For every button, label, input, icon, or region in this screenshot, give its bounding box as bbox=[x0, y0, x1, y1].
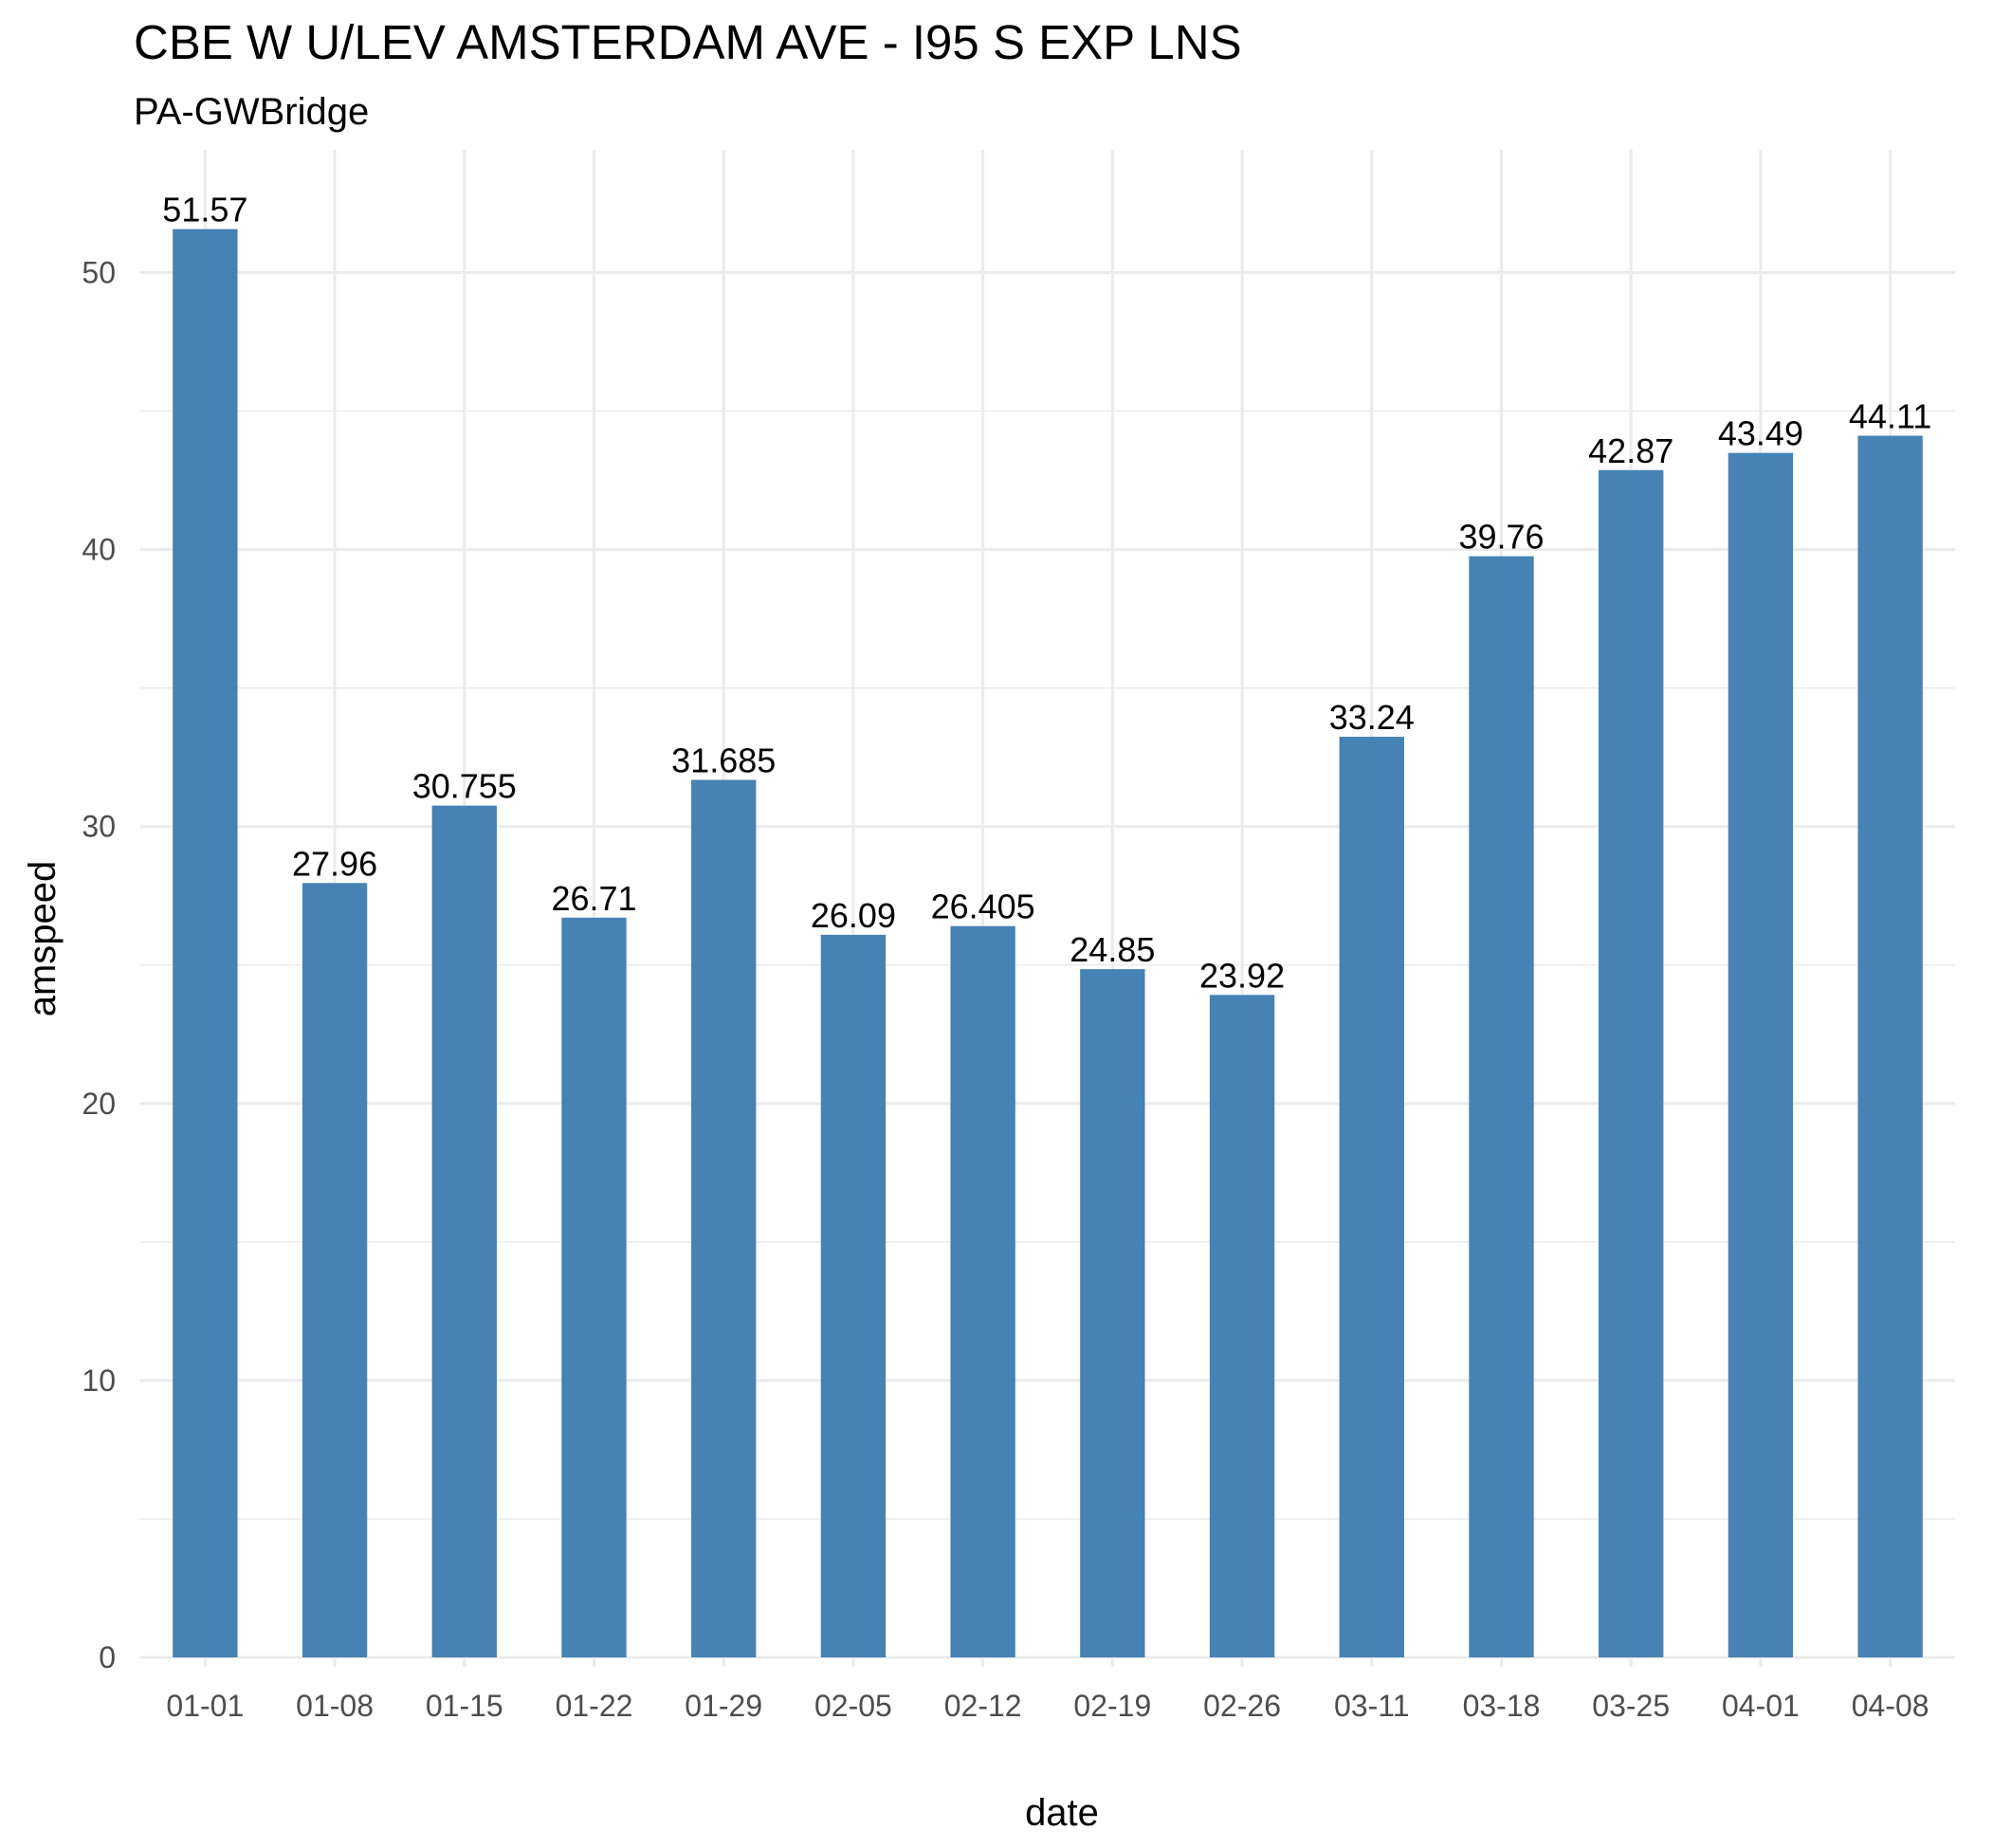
x-tick-label: 04-08 bbox=[1852, 1689, 1929, 1723]
x-tick-label: 02-26 bbox=[1203, 1689, 1281, 1723]
bar-value-label: 43.49 bbox=[1718, 414, 1803, 453]
bar-02-19 bbox=[1080, 969, 1145, 1657]
bar-value-label: 24.85 bbox=[1069, 930, 1155, 969]
bar-03-25 bbox=[1599, 469, 1664, 1657]
bar-02-26 bbox=[1209, 995, 1275, 1657]
x-tick-label: 01-29 bbox=[685, 1689, 762, 1723]
bar-value-label: 42.87 bbox=[1588, 431, 1673, 470]
x-tick-label: 02-12 bbox=[944, 1689, 1022, 1723]
x-tick-label: 02-05 bbox=[814, 1689, 892, 1723]
bar-03-11 bbox=[1339, 737, 1404, 1657]
bar-04-08 bbox=[1857, 435, 1923, 1658]
bar-value-label: 26.09 bbox=[811, 896, 896, 935]
y-tick-label: 30 bbox=[82, 810, 116, 844]
gridlines bbox=[140, 150, 1955, 1667]
chart-subtitle: PA-GWBridge bbox=[134, 91, 369, 133]
bar-03-18 bbox=[1469, 556, 1534, 1658]
bar-01-29 bbox=[691, 779, 757, 1657]
bar-value-label: 23.92 bbox=[1199, 956, 1285, 995]
y-tick-label: 10 bbox=[82, 1363, 116, 1398]
y-tick-label: 50 bbox=[82, 256, 116, 290]
bar-value-label: 27.96 bbox=[292, 844, 377, 883]
bar-value-label: 39.76 bbox=[1458, 518, 1544, 557]
bar-01-01 bbox=[173, 229, 238, 1658]
y-axis-title: amspeed bbox=[22, 861, 64, 1017]
bar-04-01 bbox=[1728, 452, 1794, 1657]
y-tick-label: 0 bbox=[99, 1640, 116, 1674]
bar-value-label: 26.71 bbox=[551, 879, 636, 918]
y-tick-label: 40 bbox=[82, 533, 116, 567]
bars bbox=[173, 229, 1923, 1658]
bar-01-08 bbox=[302, 883, 368, 1657]
bar-value-label: 44.11 bbox=[1849, 397, 1931, 436]
bar-value-label: 30.755 bbox=[412, 767, 517, 806]
x-axis-title: date bbox=[1025, 1792, 1099, 1834]
x-axis-ticks: 01-01 01-08 01-15 01-22 01-29 02-05 02-12 02-19… bbox=[166, 1689, 1929, 1723]
y-axis-ticks: 0 10 20 30 40 50 bbox=[82, 256, 116, 1675]
bar-value-label: 33.24 bbox=[1329, 698, 1415, 737]
x-tick-label: 01-15 bbox=[426, 1689, 503, 1723]
bar-01-22 bbox=[561, 917, 627, 1657]
bar-value-label: 51.57 bbox=[162, 191, 247, 229]
bar-01-15 bbox=[431, 805, 497, 1657]
bar-value-label: 26.405 bbox=[931, 887, 1035, 926]
bar-02-12 bbox=[950, 925, 1015, 1657]
x-tick-label: 03-25 bbox=[1592, 1689, 1670, 1723]
x-tick-label: 03-18 bbox=[1463, 1689, 1541, 1723]
x-tick-label: 01-22 bbox=[556, 1689, 633, 1723]
x-tick-label: 04-01 bbox=[1722, 1689, 1800, 1723]
bar-value-label: 31.685 bbox=[671, 741, 776, 779]
x-tick-label: 01-01 bbox=[166, 1689, 244, 1723]
bar-labels: 51.57 27.96 30.755 26.71 31.685 26.09 26.405 24… bbox=[162, 191, 1931, 996]
chart-title: CBE W U/LEV AMSTERDAM AVE - I95 S EXP LN… bbox=[134, 15, 1242, 69]
y-tick-label: 20 bbox=[82, 1087, 116, 1121]
x-tick-label: 01-08 bbox=[296, 1689, 374, 1723]
x-tick-label: 03-11 bbox=[1334, 1689, 1409, 1723]
bar-02-05 bbox=[820, 934, 887, 1657]
x-tick-label: 02-19 bbox=[1073, 1689, 1151, 1723]
